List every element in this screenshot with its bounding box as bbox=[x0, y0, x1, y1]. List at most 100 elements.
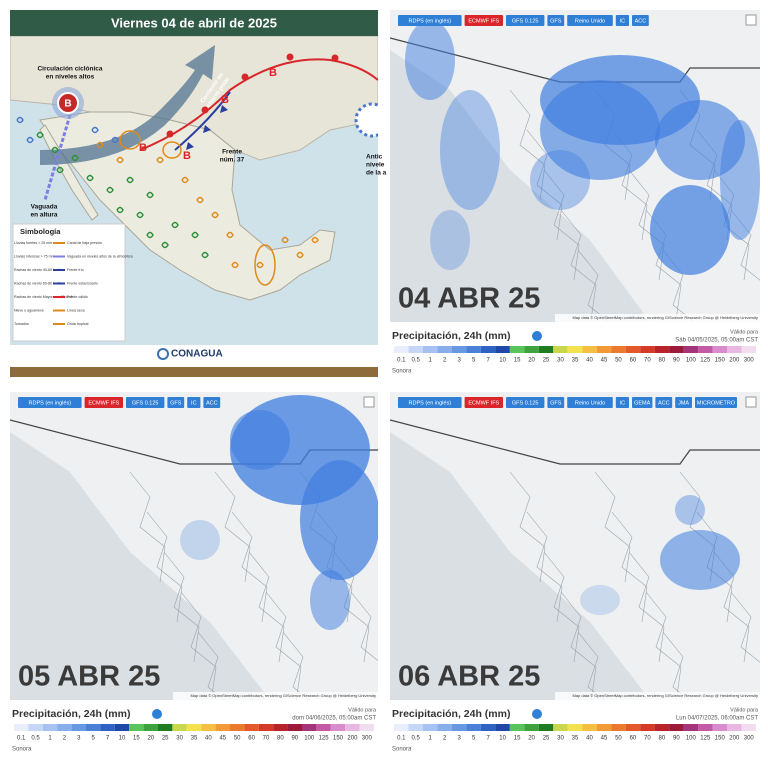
model-button[interactable] bbox=[84, 397, 123, 408]
scale-swatch bbox=[273, 724, 288, 731]
model-button-label: GFS bbox=[170, 400, 182, 406]
close-button[interactable] bbox=[745, 396, 757, 408]
scale-tick-label: 45 bbox=[601, 358, 608, 364]
state-line bbox=[577, 249, 610, 322]
region-label: Sonora bbox=[12, 747, 32, 753]
state-line bbox=[180, 591, 217, 700]
scale-tick-label: 80 bbox=[277, 736, 284, 742]
precip-area bbox=[675, 495, 705, 525]
model-button[interactable] bbox=[398, 397, 462, 408]
legend-item: Rachas de viento 40-60 km/h bbox=[14, 268, 61, 272]
weather-symbol bbox=[256, 261, 264, 269]
scale-swatch bbox=[640, 346, 655, 353]
scale-swatch bbox=[330, 724, 346, 731]
map-label: nivele bbox=[366, 162, 385, 169]
legend-item: Canal de baja presión bbox=[67, 241, 102, 245]
close-button[interactable] bbox=[745, 14, 757, 26]
scale-tick-label: 50 bbox=[615, 358, 622, 364]
model-button[interactable] bbox=[547, 397, 565, 408]
weather-symbol bbox=[156, 156, 164, 164]
scale-swatch bbox=[741, 346, 756, 353]
cold-front bbox=[174, 91, 231, 151]
logo: CONAGUA bbox=[171, 349, 223, 360]
scale-tick-label: 1 bbox=[429, 358, 433, 364]
scale-swatch bbox=[567, 724, 583, 731]
scale-swatch bbox=[524, 724, 539, 731]
forecast-panel: RDPS (en inglés) ECMWF IFS GFS 0.125 GFS Rei… bbox=[390, 10, 760, 375]
scale-swatch bbox=[57, 724, 72, 731]
scale-swatch bbox=[596, 346, 612, 353]
trough bbox=[43, 114, 72, 201]
scale-tick-label: 2 bbox=[63, 736, 67, 742]
info-icon[interactable] bbox=[152, 709, 162, 719]
scale-tick-label: 90 bbox=[291, 736, 298, 742]
model-button[interactable] bbox=[655, 397, 673, 408]
model-button[interactable] bbox=[615, 15, 629, 26]
scale-tick-label: 125 bbox=[319, 736, 330, 742]
scale-tick-label: 300 bbox=[744, 358, 755, 364]
model-button[interactable] bbox=[126, 397, 165, 408]
date-label: 06 ABR 25 bbox=[398, 661, 540, 693]
model-button[interactable] bbox=[18, 397, 82, 408]
precip-area bbox=[310, 570, 350, 630]
region-label: Sonora bbox=[392, 369, 412, 375]
scale-swatch bbox=[495, 724, 510, 731]
map-label: Vaguada bbox=[31, 204, 58, 211]
low-center bbox=[57, 92, 79, 114]
state-line bbox=[645, 591, 682, 700]
model-button-label: Reino Unido bbox=[575, 18, 605, 24]
weather-symbol bbox=[171, 221, 179, 229]
info-icon[interactable] bbox=[532, 709, 542, 719]
model-button[interactable] bbox=[567, 397, 613, 408]
attribution-bg bbox=[555, 314, 760, 322]
model-button[interactable] bbox=[187, 397, 201, 408]
model-button[interactable] bbox=[632, 15, 649, 26]
state-line bbox=[628, 551, 665, 663]
info-icon[interactable] bbox=[532, 331, 542, 341]
legend-item: Rachas de viento 60-80 km/h bbox=[14, 281, 61, 285]
scale-swatch bbox=[741, 724, 756, 731]
state-line bbox=[526, 129, 563, 241]
model-button[interactable] bbox=[695, 397, 737, 408]
state-line bbox=[594, 471, 631, 583]
scale-swatch bbox=[495, 346, 510, 353]
scale-swatch bbox=[437, 346, 452, 353]
forecast-panel: RDPS (en inglés) ECMWF IFS GFS 0.125 GFS IC A… bbox=[10, 392, 378, 753]
weather-symbol bbox=[106, 186, 114, 194]
model-button[interactable] bbox=[167, 397, 185, 408]
state-line bbox=[231, 511, 268, 623]
scale-tick-label: 7 bbox=[486, 358, 490, 364]
precip-area bbox=[650, 185, 730, 275]
model-button[interactable] bbox=[506, 15, 545, 26]
model-button[interactable] bbox=[506, 397, 545, 408]
attribution: Map data © OpenStreetMap contributors, r… bbox=[190, 693, 376, 698]
scale-tick-label: 0.5 bbox=[412, 358, 421, 364]
model-button[interactable] bbox=[615, 397, 629, 408]
state-line bbox=[163, 551, 200, 663]
scale-tick-label: 7 bbox=[486, 736, 490, 742]
scale-swatch bbox=[509, 346, 525, 353]
model-button[interactable] bbox=[464, 15, 503, 26]
scale-swatch bbox=[394, 346, 409, 353]
scale-tick-label: 5 bbox=[472, 358, 476, 364]
model-button[interactable] bbox=[464, 397, 503, 408]
model-button[interactable] bbox=[203, 397, 221, 408]
model-button[interactable] bbox=[632, 397, 653, 408]
legend-item: Frente frío bbox=[67, 268, 84, 272]
scale-swatch bbox=[509, 724, 525, 731]
weather-symbol bbox=[26, 136, 34, 144]
warm-front-mark bbox=[241, 73, 249, 81]
close-button[interactable] bbox=[363, 396, 375, 408]
model-button[interactable] bbox=[675, 397, 692, 408]
ocean bbox=[10, 432, 270, 700]
legend-title: Simbología bbox=[20, 227, 61, 236]
weather-symbol bbox=[116, 206, 124, 214]
scale-tick-label: 0.1 bbox=[397, 736, 406, 742]
map-body bbox=[390, 392, 760, 700]
scale-swatch bbox=[683, 346, 699, 353]
model-button[interactable] bbox=[567, 15, 613, 26]
model-button[interactable] bbox=[398, 15, 462, 26]
model-button-label: RDPS (en inglés) bbox=[409, 18, 452, 24]
model-button[interactable] bbox=[547, 15, 565, 26]
